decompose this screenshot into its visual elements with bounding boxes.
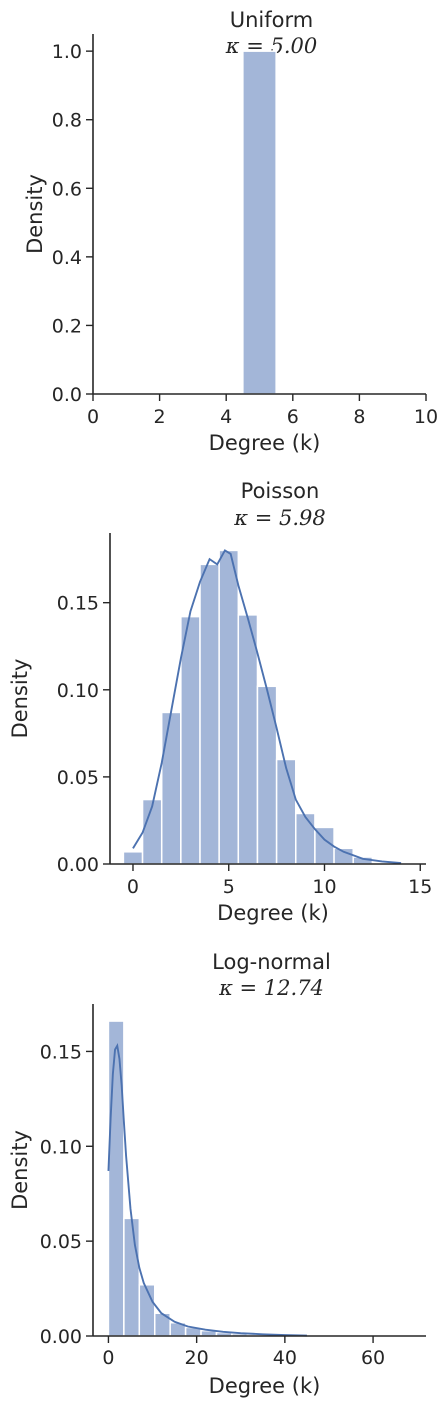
y-axis-label: Density: [8, 1130, 32, 1210]
x-tick-label: 10: [312, 876, 336, 898]
x-tick-label: 0: [87, 406, 99, 428]
y-tick-label: 0.8: [52, 110, 82, 132]
x-tick-label: 8: [353, 406, 365, 428]
chart-title: Log-normal: [212, 950, 331, 974]
y-tick-label: 0.15: [57, 593, 99, 615]
y-tick-label: 0.15: [40, 1041, 82, 1063]
x-tick-label: 60: [361, 1347, 385, 1369]
y-axis-label: Density: [8, 659, 32, 739]
y-tick-label: 0.05: [40, 1231, 82, 1253]
x-tick-label: 6: [287, 406, 299, 428]
histogram-bar: [333, 847, 354, 865]
histogram-bar: [107, 1020, 125, 1337]
y-tick-label: 0.05: [57, 767, 99, 789]
chart-title: Uniform: [230, 8, 313, 32]
x-tick-label: 5: [223, 876, 235, 898]
y-tick-label: 0.00: [57, 854, 99, 876]
histogram-bar: [242, 50, 277, 395]
kde-curve: [107, 1042, 307, 1337]
histogram-bar: [218, 549, 240, 865]
x-axis-label: Degree (k): [209, 431, 321, 455]
x-tick-label: 40: [273, 1347, 297, 1369]
x-tick-label: 0: [102, 1347, 114, 1369]
histogram-bar: [138, 1284, 156, 1337]
panel-2: Poisson κ = 5.98 0 5 10 15 0.00 0.05 0.10 0.15 Deg…: [8, 479, 432, 925]
kappa-subtitle: κ = 12.74: [218, 976, 324, 1000]
x-axis-label: Degree (k): [217, 901, 329, 925]
x-axis-label: Degree (k): [209, 1374, 321, 1398]
y-tick-label: 0.10: [40, 1136, 82, 1158]
y-axis-label: Density: [23, 174, 47, 254]
y-tick-label: 1.0: [52, 41, 82, 63]
histogram-bar: [199, 563, 220, 865]
x-tick-label: 4: [220, 406, 232, 428]
y-tick-label: 0.00: [40, 1326, 82, 1348]
x-tick-label: 15: [408, 876, 432, 898]
chart-title: Poisson: [241, 479, 320, 503]
kappa-subtitle: κ = 5.98: [233, 506, 325, 530]
y-tick-label: 0.4: [52, 247, 82, 269]
y-tick-label: 0.0: [52, 384, 82, 406]
x-tick-label: 2: [154, 406, 166, 428]
histogram-bar: [237, 614, 259, 865]
y-tick-label: 0.6: [52, 178, 82, 200]
histogram-bar: [123, 1217, 141, 1337]
x-tick-label: 10: [414, 406, 438, 428]
y-tick-label: 0.10: [57, 680, 99, 702]
histogram-bar: [295, 812, 316, 865]
x-tick-label: 0: [127, 876, 139, 898]
x-tick-label: 20: [185, 1347, 209, 1369]
histogram-bar: [180, 615, 201, 865]
histogram-bar: [275, 758, 297, 865]
histogram-bar: [122, 851, 144, 865]
kde-curve: [132, 549, 402, 865]
y-tick-label: 0.2: [52, 315, 82, 337]
histogram-bar: [160, 711, 182, 865]
